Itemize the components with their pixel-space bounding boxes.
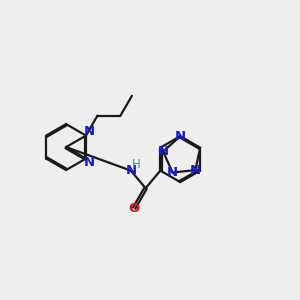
Text: O: O xyxy=(128,202,140,214)
Text: N: N xyxy=(167,166,178,179)
Text: N: N xyxy=(190,164,201,177)
Text: H: H xyxy=(132,158,141,171)
Text: N: N xyxy=(175,130,186,143)
Text: N: N xyxy=(84,125,95,138)
Text: N: N xyxy=(84,156,95,169)
Text: N: N xyxy=(125,164,136,177)
Text: N: N xyxy=(158,145,169,158)
